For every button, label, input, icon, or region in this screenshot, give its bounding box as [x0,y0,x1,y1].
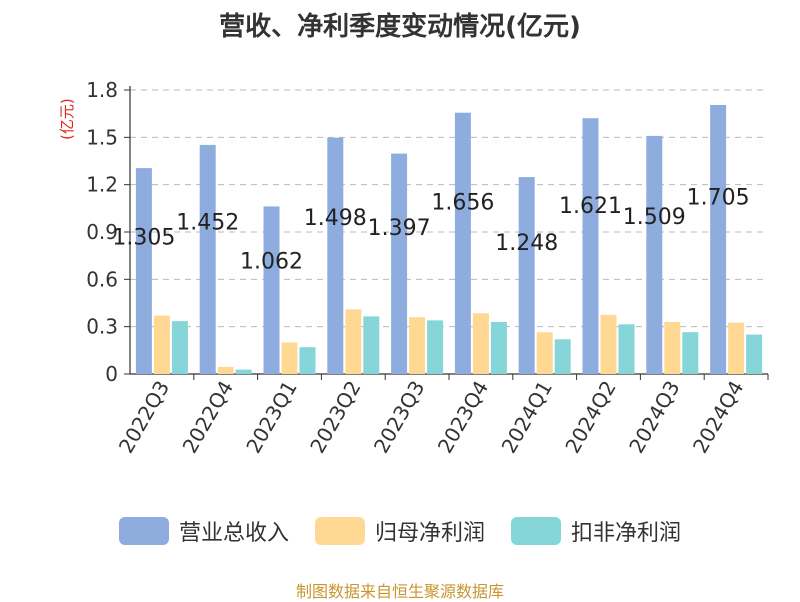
x-tick-label: 2023Q1 [241,377,301,458]
y-tick-label: 0.9 [86,220,118,244]
bar-deducted-profit [618,324,635,374]
bar-revenue [263,206,280,374]
bar-net-profit [345,309,362,374]
x-tick-label: 2024Q2 [560,377,620,458]
legend: 营业总收入 归母净利润 扣非净利润 [0,515,800,547]
chart-title: 营收、净利季度变动情况(亿元) [219,12,581,42]
bar-revenue [135,168,152,374]
bar-net-profit [409,317,426,374]
data-label-revenue: 1.621 [559,194,622,219]
bar-revenue [391,153,408,374]
data-label-revenue: 1.509 [623,205,686,230]
legend-label-net-profit: 归母净利润 [374,521,485,546]
bar-deducted-profit [746,334,763,374]
bar-deducted-profit [427,320,444,374]
y-tick-label: 1.5 [86,125,118,149]
x-tick-label: 2024Q4 [688,377,748,458]
legend-label-deducted-profit: 扣非净利润 [571,521,682,546]
data-label-revenue: 1.248 [495,231,558,256]
bar-deducted-profit [682,332,699,374]
data-label-revenue: 1.656 [431,190,494,215]
bar-net-profit [217,366,234,374]
bar-deducted-profit [235,369,252,374]
bar-deducted-profit [299,347,316,374]
x-tick-label: 2022Q4 [178,377,238,458]
data-label-revenue: 1.062 [240,249,303,274]
data-label-revenue: 1.705 [687,186,750,211]
bar-net-profit [600,314,617,374]
data-label-revenue: 1.498 [304,206,367,231]
y-tick-label: 1.8 [86,78,118,102]
bar-net-profit [472,313,489,374]
bar-revenue [327,137,344,374]
legend-label-revenue: 营业总收入 [178,521,289,546]
x-tick-label: 2023Q4 [433,377,493,458]
data-source-note: 制图数据来自恒生聚源数据库 [295,582,504,601]
data-label-revenue: 1.397 [368,216,431,241]
bar-net-profit [728,322,745,374]
bar-revenue [646,135,663,374]
bar-revenue [518,177,535,374]
bar-net-profit [281,342,298,374]
bar-deducted-profit [554,339,571,374]
data-label-revenue: 1.452 [176,211,239,236]
bar-net-profit [664,321,681,374]
bar-deducted-profit [363,316,380,374]
y-tick-label: 0.6 [86,267,118,291]
legend-swatch-net-profit [314,517,365,545]
x-tick-label: 2022Q3 [114,377,174,458]
x-tick-label: 2024Q3 [624,377,684,458]
y-tick-label: 0 [105,362,118,386]
legend-swatch-deducted-profit [511,517,561,545]
bar-revenue [199,144,216,374]
legend-item-revenue[interactable]: 营业总收入 [118,515,289,547]
y-tick-label: 0.3 [86,315,118,339]
bar-revenue [454,112,471,374]
data-label-revenue: 1.305 [112,225,175,250]
bar-revenue [710,104,727,374]
legend-item-net-profit[interactable]: 归母净利润 [314,515,485,547]
legend-swatch-revenue [118,517,169,545]
x-tick-label: 2024Q1 [497,377,557,458]
bar-revenue [582,118,599,375]
x-tick-label: 2023Q3 [369,377,429,458]
x-tick-label: 2023Q2 [305,377,365,458]
y-tick-label: 1.2 [86,173,118,197]
bar-deducted-profit [171,321,188,374]
bar-net-profit [153,315,170,374]
bar-deducted-profit [490,321,507,374]
legend-item-deducted-profit[interactable]: 扣非净利润 [511,515,681,547]
bar-net-profit [536,332,553,374]
